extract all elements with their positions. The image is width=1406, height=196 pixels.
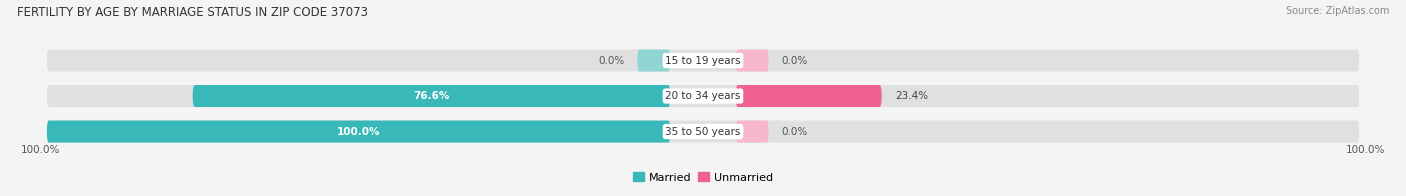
Text: 0.0%: 0.0% bbox=[782, 127, 808, 137]
Legend: Married, Unmarried: Married, Unmarried bbox=[628, 168, 778, 187]
Text: FERTILITY BY AGE BY MARRIAGE STATUS IN ZIP CODE 37073: FERTILITY BY AGE BY MARRIAGE STATUS IN Z… bbox=[17, 6, 368, 19]
Text: 100.0%: 100.0% bbox=[21, 145, 60, 155]
FancyBboxPatch shape bbox=[637, 50, 671, 72]
FancyBboxPatch shape bbox=[735, 121, 769, 142]
Text: 76.6%: 76.6% bbox=[413, 91, 450, 101]
FancyBboxPatch shape bbox=[193, 85, 671, 107]
Text: Source: ZipAtlas.com: Source: ZipAtlas.com bbox=[1285, 6, 1389, 16]
Text: 0.0%: 0.0% bbox=[782, 55, 808, 65]
FancyBboxPatch shape bbox=[735, 85, 882, 107]
Text: 15 to 19 years: 15 to 19 years bbox=[665, 55, 741, 65]
Text: 100.0%: 100.0% bbox=[337, 127, 380, 137]
Text: 20 to 34 years: 20 to 34 years bbox=[665, 91, 741, 101]
Text: 23.4%: 23.4% bbox=[894, 91, 928, 101]
FancyBboxPatch shape bbox=[46, 50, 1360, 72]
FancyBboxPatch shape bbox=[46, 121, 671, 142]
Text: 0.0%: 0.0% bbox=[598, 55, 624, 65]
FancyBboxPatch shape bbox=[46, 85, 1360, 107]
Text: 35 to 50 years: 35 to 50 years bbox=[665, 127, 741, 137]
FancyBboxPatch shape bbox=[735, 50, 769, 72]
Text: 100.0%: 100.0% bbox=[1346, 145, 1385, 155]
FancyBboxPatch shape bbox=[46, 121, 1360, 142]
